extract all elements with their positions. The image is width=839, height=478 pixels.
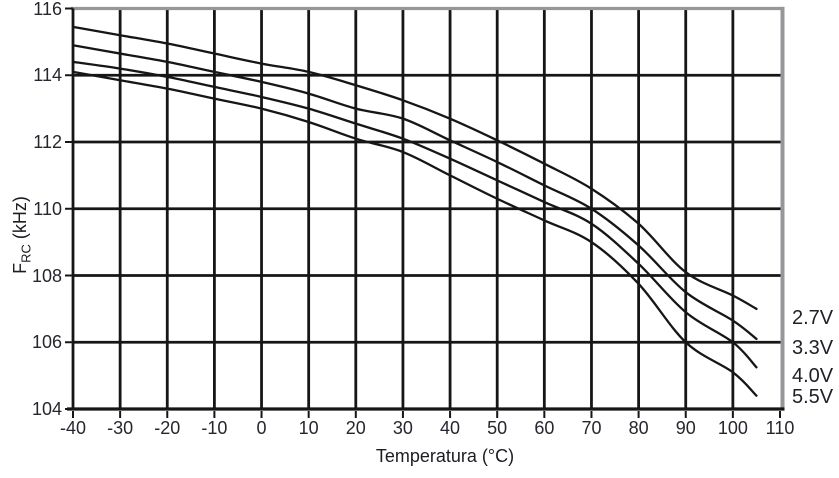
x-tick-label: 90 — [675, 418, 696, 438]
x-tick-label: 100 — [717, 418, 748, 438]
x-tick-label: 60 — [534, 418, 555, 438]
series-curve-2.7V — [71, 25, 758, 311]
x-tick-label: -10 — [201, 418, 228, 438]
x-tick-label: -20 — [154, 418, 181, 438]
series-curve-3.3V — [71, 44, 758, 341]
x-tick-label: 30 — [392, 418, 413, 438]
x-tick-label: 10 — [298, 418, 319, 438]
x-tick-label: -30 — [107, 418, 134, 438]
y-axis-title: FRC (kHz) — [10, 160, 34, 310]
series-label-3.3V: 3.3V — [792, 336, 834, 359]
series-curve-5.5V — [71, 70, 758, 397]
y-axis-title-subscript: RC — [18, 244, 34, 263]
x-axis-title: Temperatura (°C) — [295, 446, 595, 467]
y-tick-label: 112 — [33, 132, 62, 152]
series-label-5.5V: 5.5V — [792, 386, 834, 408]
x-axis-title-text: Temperatura (°C) — [375, 446, 515, 466]
y-tick-label: 110 — [33, 198, 62, 219]
y-tick-label: 108 — [31, 265, 62, 286]
x-tick-label: -40 — [59, 418, 87, 438]
y-axis-title-suffix: (kHz) — [10, 196, 30, 245]
y-axis-title-prefix: F — [10, 262, 30, 274]
y-tick-label: 114 — [33, 65, 62, 86]
x-tick-label: 20 — [345, 418, 366, 438]
series-label-4.0V: 4.0V — [792, 365, 834, 388]
y-tick-label: 104 — [31, 399, 62, 419]
x-tick-label: 110 — [765, 418, 795, 438]
y-tick-label: 116 — [33, 0, 62, 19]
x-tick-label: 40 — [440, 418, 461, 438]
y-tick-label: 106 — [31, 332, 62, 353]
x-tick-label: 50 — [487, 418, 508, 438]
x-tick-label: 70 — [581, 418, 602, 438]
series-curve-4.0V — [71, 60, 758, 369]
x-tick-label: 80 — [628, 418, 649, 438]
series-label-2.7V: 2.7V — [792, 306, 834, 329]
x-tick-label: 0 — [256, 418, 267, 438]
